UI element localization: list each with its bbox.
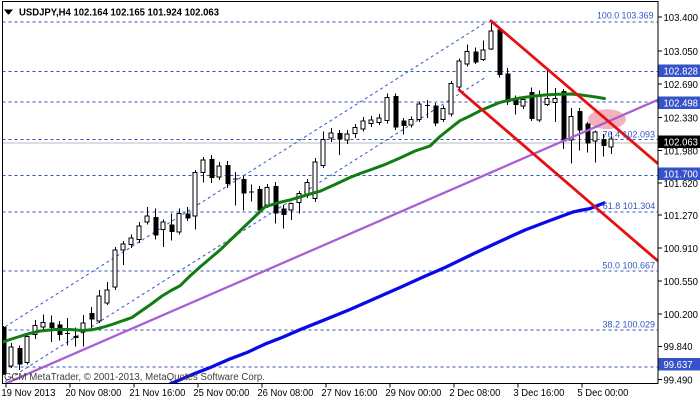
svg-text:100.200: 100.200 [664,309,699,321]
svg-text:100.0 103.369: 100.0 103.369 [597,11,654,22]
svg-text:102.330: 102.330 [664,112,699,124]
svg-text:38.2 100.029: 38.2 100.029 [603,320,656,331]
svg-text:USDJPY,H4 102.164 102.165 101: USDJPY,H4 102.164 102.165 101.924 102.06… [19,7,219,19]
svg-text:GCM MetaTrader, © 2001-2013, M: GCM MetaTrader, © 2001-2013, MetaQuotes … [4,372,265,383]
svg-text:26 Nov 08:00: 26 Nov 08:00 [257,388,313,399]
svg-text:102.498: 102.498 [664,98,699,110]
svg-text:101.700: 101.700 [664,168,699,180]
svg-text:76.4 102.093: 76.4 102.093 [603,130,656,141]
svg-text:27 Nov 16:00: 27 Nov 16:00 [321,388,377,399]
svg-text:19 Nov 2013: 19 Nov 2013 [1,388,55,399]
svg-text:99.490: 99.490 [664,375,693,387]
svg-text:102.063: 102.063 [664,136,699,148]
svg-text:20 Nov 08:00: 20 Nov 08:00 [65,388,121,399]
svg-text:25 Nov 00:00: 25 Nov 00:00 [193,388,249,399]
svg-text:102.690: 102.690 [664,79,699,91]
svg-text:100.550: 100.550 [664,276,699,288]
svg-text:99.840: 99.840 [664,341,693,353]
svg-text:103.050: 103.050 [664,46,699,58]
svg-text:99.637: 99.637 [664,359,693,371]
svg-text:101.270: 101.270 [664,210,699,222]
svg-text:100.910: 100.910 [664,243,699,255]
svg-text:21 Nov 16:00: 21 Nov 16:00 [129,388,185,399]
svg-text:2 Dec 08:00: 2 Dec 08:00 [449,388,500,399]
svg-text:50.0 100.667: 50.0 100.667 [603,260,656,271]
svg-text:29 Nov 00:00: 29 Nov 00:00 [385,388,441,399]
svg-text:103.400: 103.400 [664,12,699,24]
svg-text:102.828: 102.828 [664,65,699,77]
svg-text:3 Dec 16:00: 3 Dec 16:00 [513,388,564,399]
svg-text:61.8 101.304: 61.8 101.304 [603,201,656,212]
svg-text:5 Dec 00:00: 5 Dec 00:00 [577,388,628,399]
